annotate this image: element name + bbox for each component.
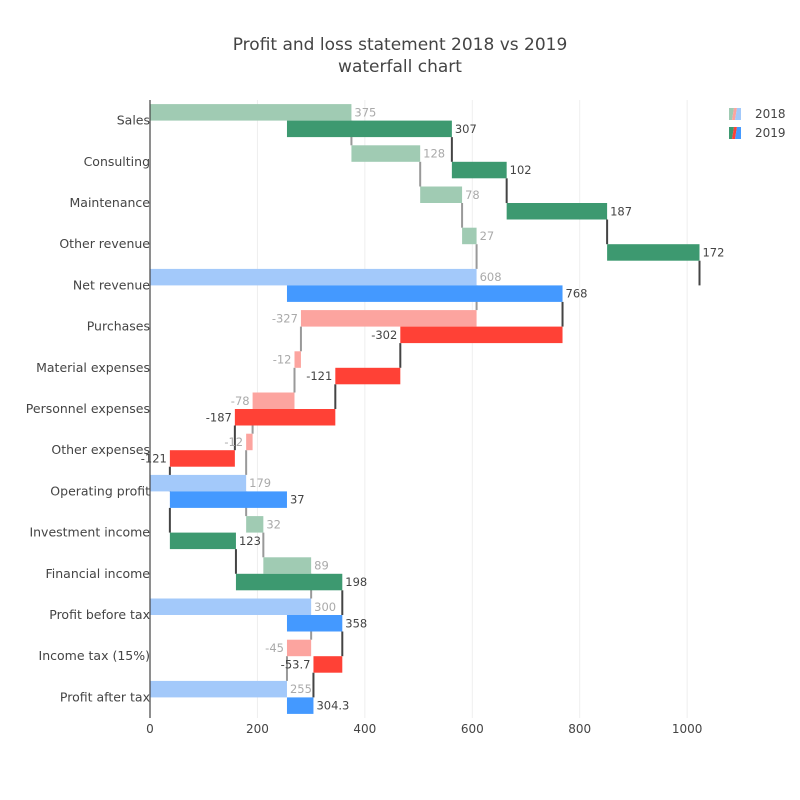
data-label-2018-consulting: 128	[423, 147, 445, 161]
axes: 0 200 400 600 800 1000 Sales Consulting Maintena…	[26, 100, 703, 736]
bar-2019-operating-profit	[169, 491, 287, 508]
data-label-2019-other-revenue: 172	[702, 245, 724, 259]
data-label-2018-net-revenue: 608	[480, 270, 502, 284]
category-label-operating-profit: Operating profit	[50, 483, 150, 498]
category-label-net-revenue: Net revenue	[73, 277, 150, 292]
chart-title: Profit and loss statement 2018 vs 2019	[233, 35, 568, 55]
bar-2018-profit-after-tax	[150, 680, 287, 698]
data-label-2018-material-expenses: -12	[273, 353, 292, 367]
bar-2018-maintenance	[420, 186, 463, 203]
bar-2019-net-revenue	[286, 285, 563, 302]
bar-2018-operating-profit	[150, 474, 247, 492]
bar-2019-material-expenses	[335, 367, 401, 385]
category-label-consulting: Consulting	[84, 154, 150, 169]
legend-swatch-total	[735, 127, 741, 139]
category-label-other-expenses: Other expenses	[51, 442, 150, 457]
bar-2018-personnel-expenses	[252, 392, 295, 409]
legend-swatch-increase	[729, 127, 734, 139]
category-label-sales: Sales	[117, 113, 150, 128]
category-label-maintenance: Maintenance	[70, 195, 151, 210]
data-label-2018-investment-income: 32	[266, 517, 281, 531]
category-label-income-tax-15: Income tax (15%)	[39, 648, 150, 663]
bar-2018-other-revenue	[462, 227, 477, 245]
data-label-2018-purchases: -327	[272, 311, 298, 325]
bar-2018-material-expenses	[294, 351, 301, 368]
bar-2019-consulting	[451, 161, 507, 179]
bar-2018-investment-income	[246, 516, 264, 533]
data-labels: 375 128 78 27 608 -327 -12 -78 -12 179 32 89 300 -45 2…	[141, 105, 725, 712]
legend[interactable]: 2018 2019	[729, 107, 786, 140]
legend-label-2018: 2018	[755, 107, 786, 121]
data-label-2019-purchases: -302	[371, 328, 397, 342]
data-label-2019-material-expenses: -121	[306, 369, 332, 383]
bar-2018-income-tax-15	[286, 639, 312, 657]
category-label-investment-income: Investment income	[29, 525, 150, 540]
x-tick-label: 1000	[672, 722, 703, 736]
x-tick-label: 800	[568, 722, 591, 736]
bar-2018-net-revenue	[150, 268, 477, 286]
legend-swatch-decrease	[732, 108, 737, 120]
x-tick-label: 0	[146, 722, 154, 736]
x-tick-label: 400	[353, 722, 376, 736]
data-label-2019-profit-before-tax: 358	[345, 616, 367, 630]
bar-2018-other-expenses	[246, 433, 253, 451]
bar-2019-maintenance	[506, 203, 608, 220]
data-label-2019-operating-profit: 37	[290, 493, 305, 507]
data-label-2019-other-expenses: -121	[141, 451, 167, 465]
bar-2019-profit-after-tax	[286, 697, 314, 714]
x-tick-label: 600	[461, 722, 484, 736]
data-label-2018-other-revenue: 27	[480, 229, 495, 243]
category-label-profit-before-tax: Profit before tax	[49, 607, 150, 622]
data-label-2018-other-expenses: -12	[224, 435, 243, 449]
data-label-2019-personnel-expenses: -187	[206, 410, 232, 424]
data-label-2019-investment-income: 123	[239, 534, 261, 548]
bars	[150, 104, 700, 714]
data-label-2019-income-tax-15: -53.7	[281, 657, 311, 671]
bar-2018-financial-income	[263, 557, 312, 574]
bar-2019-income-tax-15	[313, 656, 343, 673]
data-label-2018-operating-profit: 179	[249, 476, 271, 490]
category-label-financial-income: Financial income	[46, 566, 151, 581]
category-label-personnel-expenses: Personnel expenses	[26, 401, 150, 416]
category-label-profit-after-tax: Profit after tax	[60, 689, 150, 704]
bar-2019-purchases	[400, 326, 563, 344]
bar-2018-sales	[150, 104, 352, 121]
data-label-2018-profit-before-tax: 300	[314, 600, 336, 614]
x-tick-label: 200	[246, 722, 269, 736]
legend-label-2019: 2019	[755, 126, 786, 140]
data-label-2019-consulting: 102	[510, 163, 532, 177]
data-label-2019-sales: 307	[455, 122, 477, 136]
data-label-2018-maintenance: 78	[465, 188, 480, 202]
legend-swatch-decrease	[732, 127, 737, 139]
data-label-2018-income-tax-15: -45	[265, 641, 284, 655]
data-label-2019-profit-after-tax: 304.3	[316, 699, 349, 713]
bar-2019-other-revenue	[607, 244, 700, 261]
data-label-2018-sales: 375	[354, 105, 376, 119]
bar-2019-personnel-expenses	[234, 409, 336, 426]
legend-swatch-total	[735, 108, 741, 120]
legend-item-2019[interactable]: 2019	[729, 126, 786, 140]
category-label-other-revenue: Other revenue	[59, 236, 150, 251]
bar-2019-financial-income	[235, 573, 343, 591]
category-label-material-expenses: Material expenses	[36, 360, 150, 375]
bar-2018-consulting	[351, 145, 421, 162]
bar-2019-other-expenses	[169, 450, 235, 467]
data-label-2019-maintenance: 187	[610, 204, 632, 218]
bar-2019-investment-income	[169, 532, 236, 550]
bar-2019-profit-before-tax	[286, 615, 343, 632]
data-label-2019-net-revenue: 768	[566, 287, 588, 301]
data-label-2018-profit-after-tax: 255	[290, 682, 312, 696]
category-label-purchases: Purchases	[87, 319, 150, 334]
data-label-2018-financial-income: 89	[314, 559, 329, 573]
bar-2018-profit-before-tax	[150, 598, 312, 615]
data-label-2018-personnel-expenses: -78	[231, 394, 250, 408]
bar-2019-sales	[286, 120, 452, 138]
legend-swatch-increase	[729, 108, 734, 120]
legend-item-2018[interactable]: 2018	[729, 107, 786, 121]
chart-subtitle: waterfall chart	[338, 57, 462, 77]
data-label-2019-financial-income: 198	[345, 575, 367, 589]
bar-2018-purchases	[300, 310, 477, 327]
